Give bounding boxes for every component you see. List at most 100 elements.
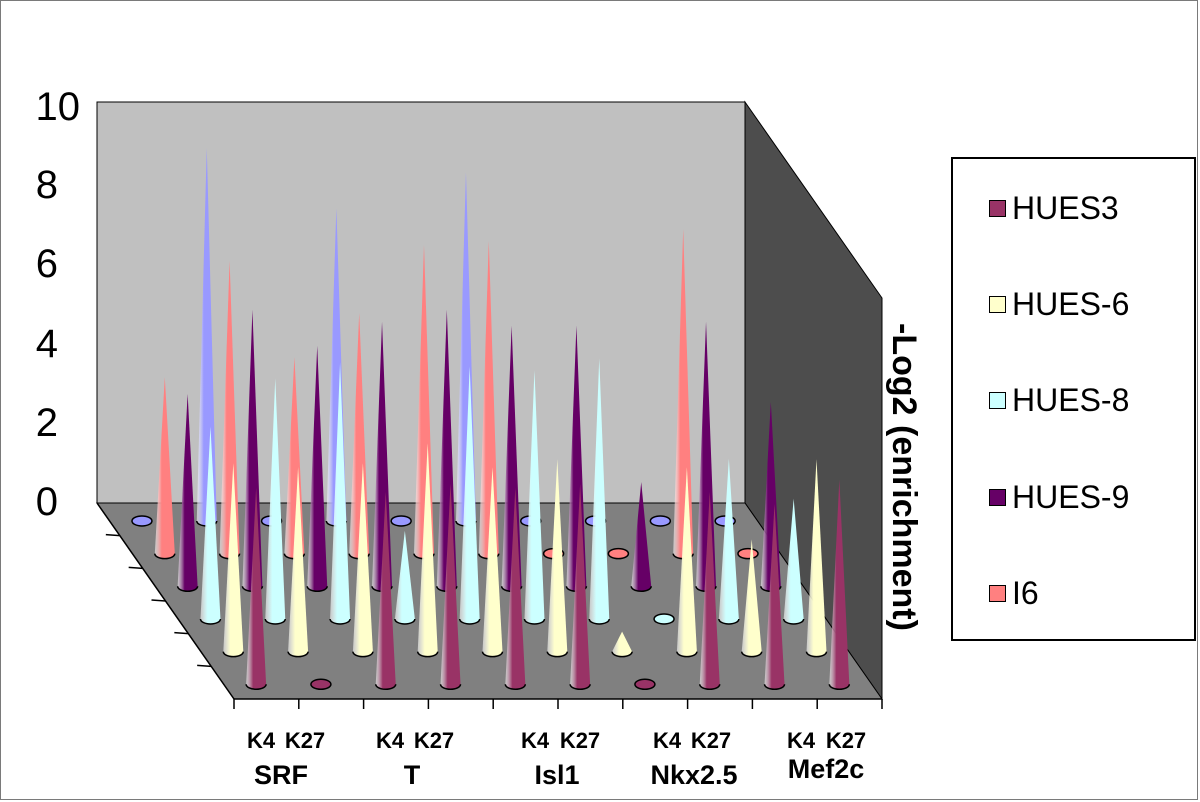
gene-label-t: T xyxy=(404,760,421,790)
legend-label-hues6: HUES-6 xyxy=(1012,285,1130,322)
x-label-nkx-k27: K27 xyxy=(691,728,731,753)
cone-base-4-2 xyxy=(458,618,481,625)
y-tick-4: 4 xyxy=(36,322,58,366)
cone-0-3 xyxy=(177,393,198,592)
legend-item-i6: I6 xyxy=(989,573,1039,613)
cone-base-2-2 xyxy=(329,618,351,625)
cone-base-2-1 xyxy=(352,651,374,658)
depth-tick xyxy=(174,631,189,635)
gene-label-srf: SRF xyxy=(254,760,308,790)
cone-1-1 xyxy=(288,467,309,657)
cone-6-1 xyxy=(612,631,633,657)
cone-7-0 xyxy=(699,491,720,690)
y-tick-10: 10 xyxy=(36,85,81,129)
cone-0-4 xyxy=(154,377,175,559)
cone-base-7-0 xyxy=(698,684,721,691)
cone-base-9-0 xyxy=(828,684,851,691)
cone-8-1 xyxy=(741,539,762,657)
cone-base-1-1 xyxy=(287,651,309,658)
cone-4-1 xyxy=(482,467,503,657)
x-label-mef2c-k4: K4 xyxy=(787,728,816,753)
cone-flat-7-4 xyxy=(607,547,630,560)
cone-0-1 xyxy=(223,463,244,657)
cone-marks xyxy=(131,148,851,691)
cone-base-7-1 xyxy=(676,651,698,658)
cone-base-6-1 xyxy=(611,651,633,658)
cone-0-0 xyxy=(246,487,267,690)
depth-tick xyxy=(105,533,120,537)
legend-swatch-hues8 xyxy=(989,391,1006,409)
legend: HUES3 HUES-6 HUES-8 HUES-9 I6 xyxy=(951,157,1196,641)
cone-base-0-0 xyxy=(245,684,267,691)
cone-2-2 xyxy=(330,362,351,624)
cone-9-0 xyxy=(829,479,850,690)
cone-4-0 xyxy=(505,487,526,690)
cone-1-4 xyxy=(219,260,240,559)
legend-swatch-hues3 xyxy=(989,199,1006,217)
cone-8-4 xyxy=(673,228,694,559)
cone-3-0 xyxy=(440,483,461,690)
cone-9-1 xyxy=(806,459,827,657)
cone-base-8-1 xyxy=(740,651,763,658)
y-tick-6: 6 xyxy=(36,242,58,286)
depth-tick xyxy=(151,599,166,602)
x-label-isl1-k27: K27 xyxy=(560,728,600,753)
cone-base-9-2 xyxy=(782,618,805,625)
gene-label-isl1: Isl1 xyxy=(534,760,579,790)
cone-base-2-3 xyxy=(306,586,328,593)
x-axis-labels: K4 K27 K4 K27 K4 K27 K4 K27 K4 K27 SRF T… xyxy=(247,728,866,790)
cone-2-3 xyxy=(307,345,328,592)
legend-swatch-i6 xyxy=(989,584,1006,602)
y-axis-title: -Log2 (enrichment) xyxy=(885,323,923,631)
y-tick-2: 2 xyxy=(36,401,58,445)
cone-base-8-2 xyxy=(718,618,740,625)
cone-base-0-1 xyxy=(222,651,245,658)
cone-flat-0-5 xyxy=(131,515,153,527)
cone-7-1 xyxy=(676,467,697,657)
legend-label-hues9: HUES-9 xyxy=(1012,478,1130,515)
cone-base-1-2 xyxy=(264,618,287,625)
cone-7-3 xyxy=(631,482,652,592)
x-label-t-k27: K27 xyxy=(414,728,454,753)
y-tick-0: 0 xyxy=(36,480,58,524)
cone-1-5 xyxy=(196,148,217,526)
cone-base-5-0 xyxy=(569,684,591,691)
depth-tick xyxy=(197,664,212,668)
legend-swatch-hues6 xyxy=(989,295,1006,313)
cone-base-5-1 xyxy=(546,651,569,658)
cone-base-6-2 xyxy=(588,618,611,625)
cone-5-2 xyxy=(524,370,545,624)
cone-5-1 xyxy=(547,459,568,657)
cone-5-0 xyxy=(570,483,591,690)
x-label-mef2c-k27: K27 xyxy=(826,728,866,753)
cone-8-0 xyxy=(764,503,785,690)
cone-flat-4-5 xyxy=(390,515,412,527)
cone-base-0-4 xyxy=(154,553,176,560)
cone-flat-1-0 xyxy=(310,678,332,691)
cone-2-1 xyxy=(352,463,373,657)
cone-base-3-0 xyxy=(439,684,462,691)
legend-item-hues8: HUES-8 xyxy=(989,380,1129,420)
cone-6-2 xyxy=(589,358,610,624)
cone-3-1 xyxy=(417,443,438,657)
cone-9-2 xyxy=(783,498,804,624)
cone-base-0-2 xyxy=(199,618,222,625)
cone-base-4-1 xyxy=(481,651,504,658)
legend-label-hues8: HUES-8 xyxy=(1012,381,1130,418)
legend-label-i6: I6 xyxy=(1012,574,1039,611)
x-label-t-k4: K4 xyxy=(376,728,405,753)
cone-base-7-3 xyxy=(630,586,652,593)
cone-3-2 xyxy=(394,530,415,624)
cone-flat-6-0 xyxy=(634,678,656,691)
cone-8-2 xyxy=(718,458,739,624)
cone-base-2-0 xyxy=(374,684,397,691)
cone-base-0-3 xyxy=(176,586,199,593)
legend-item-hues9: HUES-9 xyxy=(989,477,1129,517)
cone-base-9-1 xyxy=(805,651,828,658)
cone-2-0 xyxy=(375,491,396,690)
cone-base-8-0 xyxy=(763,684,786,691)
depth-tick xyxy=(128,566,143,570)
cone-flat-8-5 xyxy=(649,515,672,527)
